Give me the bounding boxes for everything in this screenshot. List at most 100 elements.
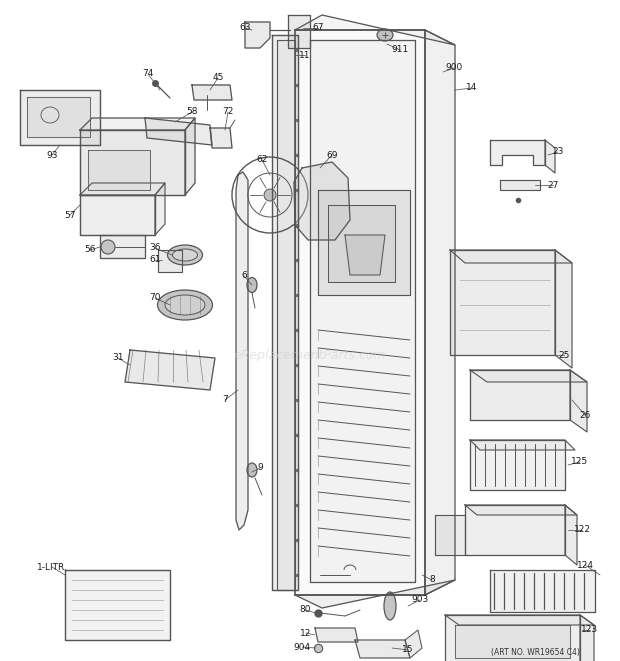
Text: 74: 74 (143, 69, 154, 79)
Text: 11: 11 (299, 50, 311, 59)
Polygon shape (125, 350, 215, 390)
Polygon shape (435, 515, 465, 555)
Polygon shape (470, 440, 565, 490)
Polygon shape (318, 190, 410, 295)
Polygon shape (145, 118, 212, 145)
Text: 15: 15 (402, 646, 414, 654)
Ellipse shape (167, 245, 203, 265)
Polygon shape (310, 40, 415, 582)
Polygon shape (470, 440, 575, 450)
Text: 8: 8 (429, 576, 435, 584)
Polygon shape (445, 615, 580, 661)
Text: 62: 62 (256, 155, 268, 165)
Text: 14: 14 (466, 83, 477, 93)
Text: 6: 6 (241, 272, 247, 280)
Polygon shape (80, 130, 185, 195)
Text: 124: 124 (577, 561, 593, 570)
Polygon shape (555, 250, 572, 368)
Polygon shape (288, 15, 310, 48)
Text: 31: 31 (112, 354, 124, 362)
Ellipse shape (172, 249, 198, 261)
Polygon shape (465, 505, 565, 555)
Polygon shape (65, 570, 170, 640)
Ellipse shape (247, 278, 257, 293)
Text: 27: 27 (547, 180, 559, 190)
Text: 122: 122 (574, 525, 590, 535)
Polygon shape (155, 183, 165, 235)
Polygon shape (100, 235, 145, 258)
Polygon shape (27, 97, 90, 137)
Polygon shape (450, 250, 572, 263)
Polygon shape (315, 628, 358, 642)
Polygon shape (158, 250, 182, 272)
Text: 26: 26 (579, 410, 591, 420)
Polygon shape (192, 85, 232, 100)
Polygon shape (294, 162, 350, 240)
Text: 58: 58 (186, 108, 198, 116)
Polygon shape (470, 370, 570, 420)
Polygon shape (450, 250, 555, 355)
Text: 123: 123 (582, 625, 598, 635)
Polygon shape (272, 35, 298, 590)
Text: 9: 9 (257, 463, 263, 473)
Text: 25: 25 (559, 350, 570, 360)
Text: (ART NO. WR19654 C4): (ART NO. WR19654 C4) (490, 648, 580, 656)
Ellipse shape (165, 295, 205, 315)
Ellipse shape (157, 290, 213, 320)
Polygon shape (490, 570, 595, 612)
Text: 72: 72 (223, 108, 234, 116)
Text: 7: 7 (222, 395, 228, 405)
Polygon shape (500, 180, 540, 190)
Polygon shape (565, 505, 577, 565)
Polygon shape (185, 118, 195, 195)
Polygon shape (88, 150, 150, 190)
Polygon shape (355, 640, 410, 658)
Polygon shape (570, 370, 587, 432)
Text: 56: 56 (84, 245, 95, 254)
Polygon shape (245, 22, 270, 48)
Polygon shape (470, 370, 587, 382)
Text: 12: 12 (300, 629, 312, 637)
Ellipse shape (247, 463, 257, 477)
Text: eReplacementParts.com: eReplacementParts.com (234, 348, 386, 362)
Polygon shape (80, 118, 195, 130)
Text: 903: 903 (412, 596, 428, 605)
Polygon shape (465, 505, 577, 515)
Text: 36: 36 (149, 243, 161, 253)
Text: 1-LITR.: 1-LITR. (37, 563, 68, 572)
Polygon shape (345, 235, 385, 275)
Polygon shape (236, 172, 248, 530)
Polygon shape (580, 615, 594, 661)
Text: 23: 23 (552, 147, 564, 157)
Text: 93: 93 (46, 151, 58, 159)
Text: 61: 61 (149, 256, 161, 264)
Polygon shape (425, 30, 455, 595)
Polygon shape (405, 630, 422, 658)
Text: 80: 80 (299, 605, 311, 615)
Polygon shape (545, 140, 555, 173)
Polygon shape (455, 625, 570, 658)
Polygon shape (490, 140, 545, 165)
Polygon shape (210, 128, 232, 148)
Ellipse shape (384, 592, 396, 620)
Polygon shape (328, 205, 395, 282)
Polygon shape (445, 615, 594, 625)
Text: 125: 125 (572, 457, 588, 467)
Text: 63: 63 (239, 24, 250, 32)
Text: 67: 67 (312, 24, 324, 32)
Polygon shape (295, 30, 425, 595)
Text: 57: 57 (64, 210, 76, 219)
Polygon shape (80, 195, 155, 235)
Ellipse shape (377, 29, 393, 41)
Text: 69: 69 (326, 151, 338, 159)
Polygon shape (20, 90, 100, 145)
Polygon shape (295, 580, 455, 608)
Text: 45: 45 (212, 73, 224, 83)
Text: 900: 900 (445, 63, 463, 73)
Text: 911: 911 (391, 46, 409, 54)
Text: 904: 904 (293, 642, 311, 652)
Polygon shape (80, 183, 165, 195)
Polygon shape (277, 40, 295, 590)
Circle shape (264, 189, 276, 201)
Text: 70: 70 (149, 293, 161, 303)
